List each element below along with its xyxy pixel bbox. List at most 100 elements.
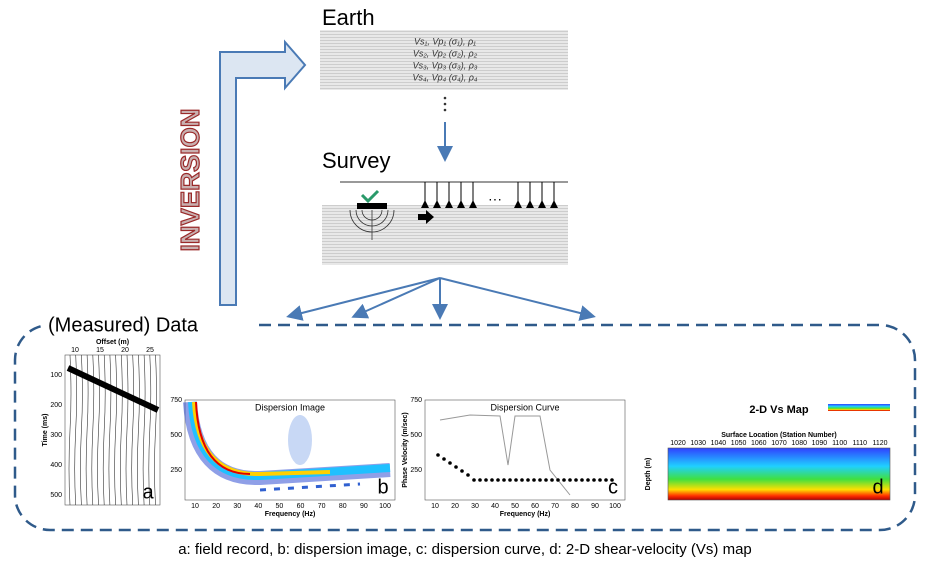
data-box — [13, 323, 917, 532]
x-tick-label: 80 — [571, 503, 579, 510]
y-axis-label: Time (ms) — [42, 414, 49, 447]
curve-point — [568, 478, 572, 482]
y-tick-label: 250 — [170, 467, 182, 474]
y-tick-label: 500 — [410, 432, 422, 439]
curve-point — [598, 478, 602, 482]
curve-point — [502, 478, 506, 482]
trace — [108, 354, 112, 506]
x-tick-label: 1080 — [791, 440, 807, 447]
curve-point — [538, 478, 542, 482]
curve-point — [508, 478, 512, 482]
curve-point — [442, 457, 446, 461]
geophone — [433, 200, 441, 208]
trace — [74, 354, 77, 506]
x-tick-label: 70 — [318, 503, 326, 510]
x-tick-label: 10 — [191, 503, 199, 510]
x-tick-label: 60 — [531, 503, 539, 510]
x-tick-label: 30 — [233, 503, 241, 510]
layer-label: Vs₁, Vp₁ (σ₁), ρ₁ — [414, 36, 476, 46]
wave-arrow — [418, 210, 434, 224]
y-axis-label: Depth (m) — [645, 458, 652, 491]
trace — [120, 354, 123, 506]
curve-point — [514, 478, 518, 482]
panel-a — [64, 354, 161, 506]
curve-point — [604, 478, 608, 482]
x-tick-label: 80 — [339, 503, 347, 510]
x-tick-label: 25 — [146, 347, 154, 354]
panel-letter: a — [142, 481, 154, 503]
x-tick-label: 15 — [96, 347, 104, 354]
curve-point — [592, 478, 596, 482]
layer-label: Vs₃, Vp₃ (σ₃), ρ₃ — [413, 60, 478, 70]
curve-point — [544, 478, 548, 482]
y-tick-label: 100 — [50, 372, 62, 379]
trace — [148, 354, 152, 506]
trace — [97, 354, 100, 506]
x-tick-label: 100 — [379, 503, 391, 510]
trace — [131, 354, 134, 506]
panel-title: Dispersion Curve — [490, 402, 559, 412]
x-tick-label: 1040 — [711, 440, 727, 447]
panel-letter: b — [377, 476, 388, 498]
x-tick-label: 1090 — [812, 440, 828, 447]
panel-letter: c — [608, 476, 618, 498]
curve-point — [496, 478, 500, 482]
x-tick-label: 90 — [360, 503, 368, 510]
y-tick-label: 500 — [170, 432, 182, 439]
curve-point — [436, 453, 440, 457]
trace — [142, 354, 146, 506]
curve-point — [580, 478, 584, 482]
hammer — [360, 189, 380, 204]
trace — [154, 354, 157, 506]
inversion-label: INVERSION — [175, 108, 205, 251]
x-axis-label: Frequency (Hz) — [265, 511, 316, 518]
source — [357, 203, 387, 209]
curve-point — [490, 478, 494, 482]
curve-point — [550, 478, 554, 482]
x-tick-label: 1050 — [731, 440, 747, 447]
trace — [114, 354, 117, 506]
x-tick-label: 1120 — [872, 440, 887, 447]
x-tick-label: 10 — [71, 347, 79, 354]
trace — [68, 354, 72, 506]
x-tick-label: 30 — [471, 503, 479, 510]
x-tick-label: 1030 — [690, 440, 706, 447]
curve-point — [472, 478, 476, 482]
x-tick-label: 90 — [591, 503, 599, 510]
arrows — [286, 277, 596, 321]
x-axis-label: Frequency (Hz) — [500, 511, 551, 518]
curve-point — [562, 478, 566, 482]
geophone — [526, 200, 534, 208]
curve-point — [484, 478, 488, 482]
x-tick-label: 40 — [254, 503, 262, 510]
curve-point — [478, 478, 482, 482]
x-tick-label: 10 — [431, 503, 439, 510]
geophone — [445, 200, 453, 208]
curve-point — [520, 478, 524, 482]
trace — [80, 354, 83, 506]
y-axis-label: Phase Velocity (m/sec) — [402, 412, 409, 487]
ellipsis — [443, 96, 447, 112]
title-bg — [44, 313, 256, 339]
layer-label: Vs₄, Vp₄ (σ₄), ρ₄ — [412, 72, 477, 82]
curve-point — [610, 478, 614, 482]
data-title: (Measured) Data — [48, 314, 199, 336]
geophone — [550, 200, 558, 208]
trace — [125, 354, 129, 506]
earth-model — [320, 30, 568, 90]
x-tick-label: 20 — [451, 503, 459, 510]
earth-title: Earth — [322, 5, 375, 30]
curve-point — [586, 478, 590, 482]
curve-point — [556, 478, 560, 482]
curve-point — [574, 478, 578, 482]
trace — [102, 354, 106, 506]
geophone — [421, 200, 429, 208]
y-tick-label: 750 — [170, 397, 182, 404]
y-tick-label: 200 — [50, 402, 62, 409]
survey-title: Survey — [322, 148, 390, 173]
panel-title: Dispersion Image — [255, 402, 325, 412]
panel-b — [183, 399, 396, 501]
geophone — [457, 200, 465, 208]
x-tick-label: 20 — [212, 503, 220, 510]
